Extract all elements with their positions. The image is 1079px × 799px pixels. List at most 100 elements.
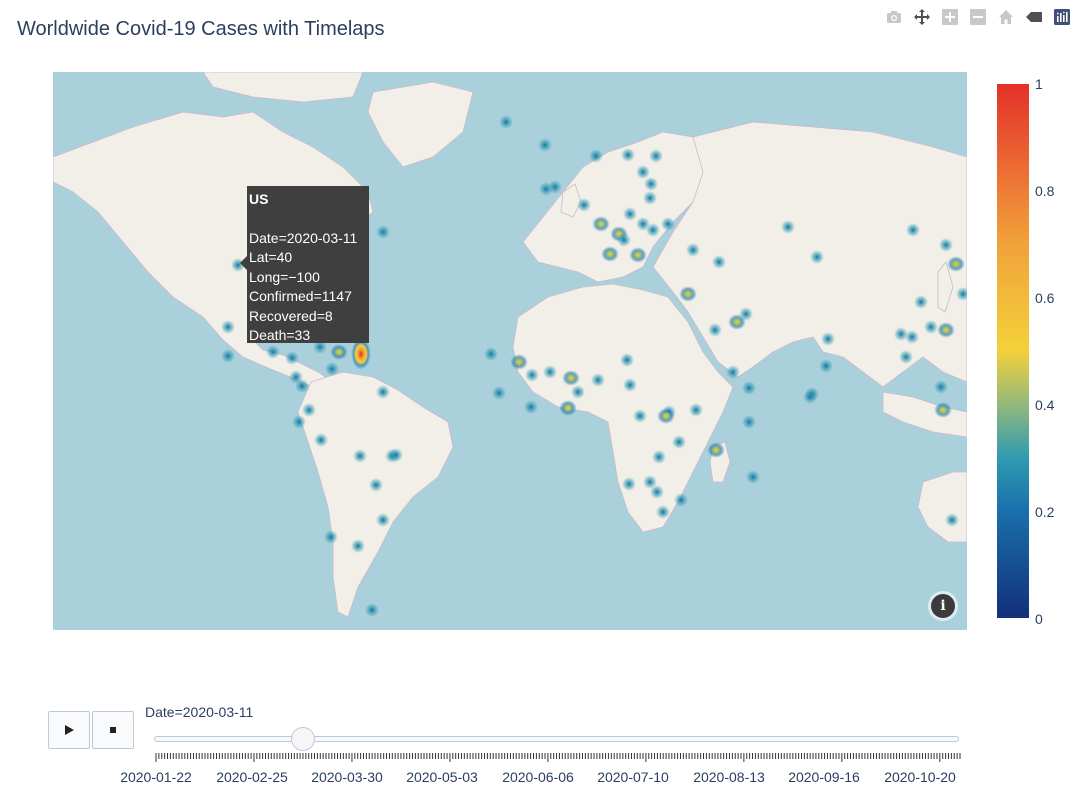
heat-spot bbox=[492, 386, 506, 400]
heat-spot bbox=[266, 345, 280, 359]
heat-spot bbox=[376, 225, 390, 239]
slider-handle[interactable] bbox=[291, 727, 316, 751]
heat-spot bbox=[623, 207, 637, 221]
tooltip-line: Long=−100 bbox=[249, 268, 320, 285]
slider-tick-label[interactable]: 2020-03-30 bbox=[311, 769, 383, 785]
heat-spot bbox=[679, 286, 697, 302]
heat-spot bbox=[525, 368, 539, 382]
colorbar-tick: 0.4 bbox=[1035, 397, 1055, 413]
heat-spot bbox=[622, 477, 636, 491]
pan-button[interactable] bbox=[911, 6, 933, 28]
heat-spot bbox=[656, 505, 670, 519]
southeast-asia-islands bbox=[882, 391, 967, 438]
heat-spot bbox=[646, 223, 660, 237]
info-button[interactable]: i bbox=[931, 594, 955, 618]
slider-tick-label[interactable]: 2020-05-03 bbox=[406, 769, 478, 785]
world-map[interactable] bbox=[53, 72, 967, 630]
tooltip-line: Death=33 bbox=[249, 327, 311, 343]
heat-spot bbox=[707, 442, 725, 458]
colorbar-tick: 0 bbox=[1035, 611, 1043, 627]
heat-spot bbox=[708, 323, 722, 337]
slider-tick-label[interactable]: 2020-09-16 bbox=[788, 769, 860, 785]
tooltip-line: Recovered=8 bbox=[249, 307, 333, 324]
slider-tick-label[interactable]: 2020-02-25 bbox=[216, 769, 288, 785]
camera-button[interactable] bbox=[883, 6, 905, 28]
heat-spot bbox=[325, 362, 339, 376]
heat-spot bbox=[643, 191, 657, 205]
slider-tick-label[interactable]: 2020-01-22 bbox=[120, 769, 192, 785]
heat-spot bbox=[314, 433, 328, 447]
heat-spot bbox=[726, 365, 740, 379]
slider-track[interactable] bbox=[154, 736, 959, 742]
stop-icon bbox=[110, 727, 116, 733]
heat-spot bbox=[562, 370, 580, 386]
heat-spot bbox=[548, 180, 562, 194]
heat-spot bbox=[389, 448, 403, 462]
heat-spot bbox=[937, 322, 955, 338]
heat-spot bbox=[819, 359, 833, 373]
heat-spot bbox=[302, 403, 316, 417]
tooltip-title: US bbox=[249, 191, 269, 207]
uk bbox=[560, 183, 582, 218]
plotly-logo-button[interactable] bbox=[1051, 6, 1073, 28]
heat-spot-hotspot bbox=[351, 338, 371, 370]
heat-spot bbox=[484, 347, 498, 361]
heat-spot bbox=[661, 217, 675, 231]
heat-spot bbox=[686, 243, 700, 257]
heat-spot bbox=[934, 380, 948, 394]
heat-spot bbox=[577, 198, 591, 212]
canada-arctic bbox=[202, 72, 364, 103]
pan-icon bbox=[914, 9, 930, 25]
heat-spot bbox=[571, 385, 585, 399]
home-button[interactable] bbox=[995, 6, 1017, 28]
heat-spot bbox=[810, 250, 824, 264]
greenland bbox=[367, 81, 474, 168]
heat-spot bbox=[739, 307, 753, 321]
heat-spot bbox=[629, 247, 647, 263]
zoom-in-button[interactable] bbox=[939, 6, 961, 28]
hover-toggle-button[interactable] bbox=[1023, 6, 1045, 28]
colorbar-tick: 0.2 bbox=[1035, 504, 1055, 520]
camera-icon bbox=[887, 11, 901, 23]
slider-tick-label[interactable]: 2020-08-13 bbox=[693, 769, 765, 785]
heat-spot bbox=[643, 475, 657, 489]
slider-tick-label[interactable]: 2020-10-20 bbox=[884, 769, 956, 785]
heat-spot bbox=[672, 435, 686, 449]
heat-spot bbox=[947, 256, 965, 272]
colorbar bbox=[997, 84, 1029, 618]
heat-spot bbox=[292, 415, 306, 429]
zoom-out-button[interactable] bbox=[967, 6, 989, 28]
stop-button[interactable] bbox=[92, 711, 134, 749]
slider-ticks bbox=[155, 753, 961, 762]
play-button[interactable] bbox=[48, 711, 90, 749]
heat-spot bbox=[353, 449, 367, 463]
heat-spot bbox=[365, 603, 379, 617]
heat-spot bbox=[657, 408, 675, 424]
heat-spot bbox=[351, 539, 365, 553]
heat-spot bbox=[689, 403, 703, 417]
heat-spot bbox=[742, 381, 756, 395]
heat-spot bbox=[592, 216, 610, 232]
heat-spot bbox=[324, 530, 338, 544]
australia bbox=[917, 471, 967, 543]
heat-spot bbox=[543, 365, 557, 379]
home-icon bbox=[999, 10, 1013, 24]
slider-tick-label[interactable]: 2020-07-10 bbox=[597, 769, 669, 785]
heat-spot bbox=[617, 233, 631, 247]
heat-spot bbox=[221, 349, 235, 363]
heat-spot bbox=[636, 165, 650, 179]
land-masses bbox=[53, 72, 967, 618]
japan bbox=[937, 261, 954, 313]
tooltip-line: Date=2020-03-11 bbox=[249, 229, 358, 246]
heat-spot bbox=[821, 332, 835, 346]
heat-spot bbox=[894, 327, 908, 341]
heat-spot bbox=[289, 370, 303, 384]
heat-spot bbox=[803, 390, 817, 404]
heat-spot bbox=[712, 255, 726, 269]
map-area[interactable]: i bbox=[53, 72, 967, 630]
slider-tick-label[interactable]: 2020-06-06 bbox=[502, 769, 574, 785]
tooltip-gap bbox=[249, 210, 367, 229]
heat-spot bbox=[538, 138, 552, 152]
heat-spot bbox=[674, 493, 688, 507]
colorbar-tick: 1 bbox=[1035, 76, 1043, 92]
